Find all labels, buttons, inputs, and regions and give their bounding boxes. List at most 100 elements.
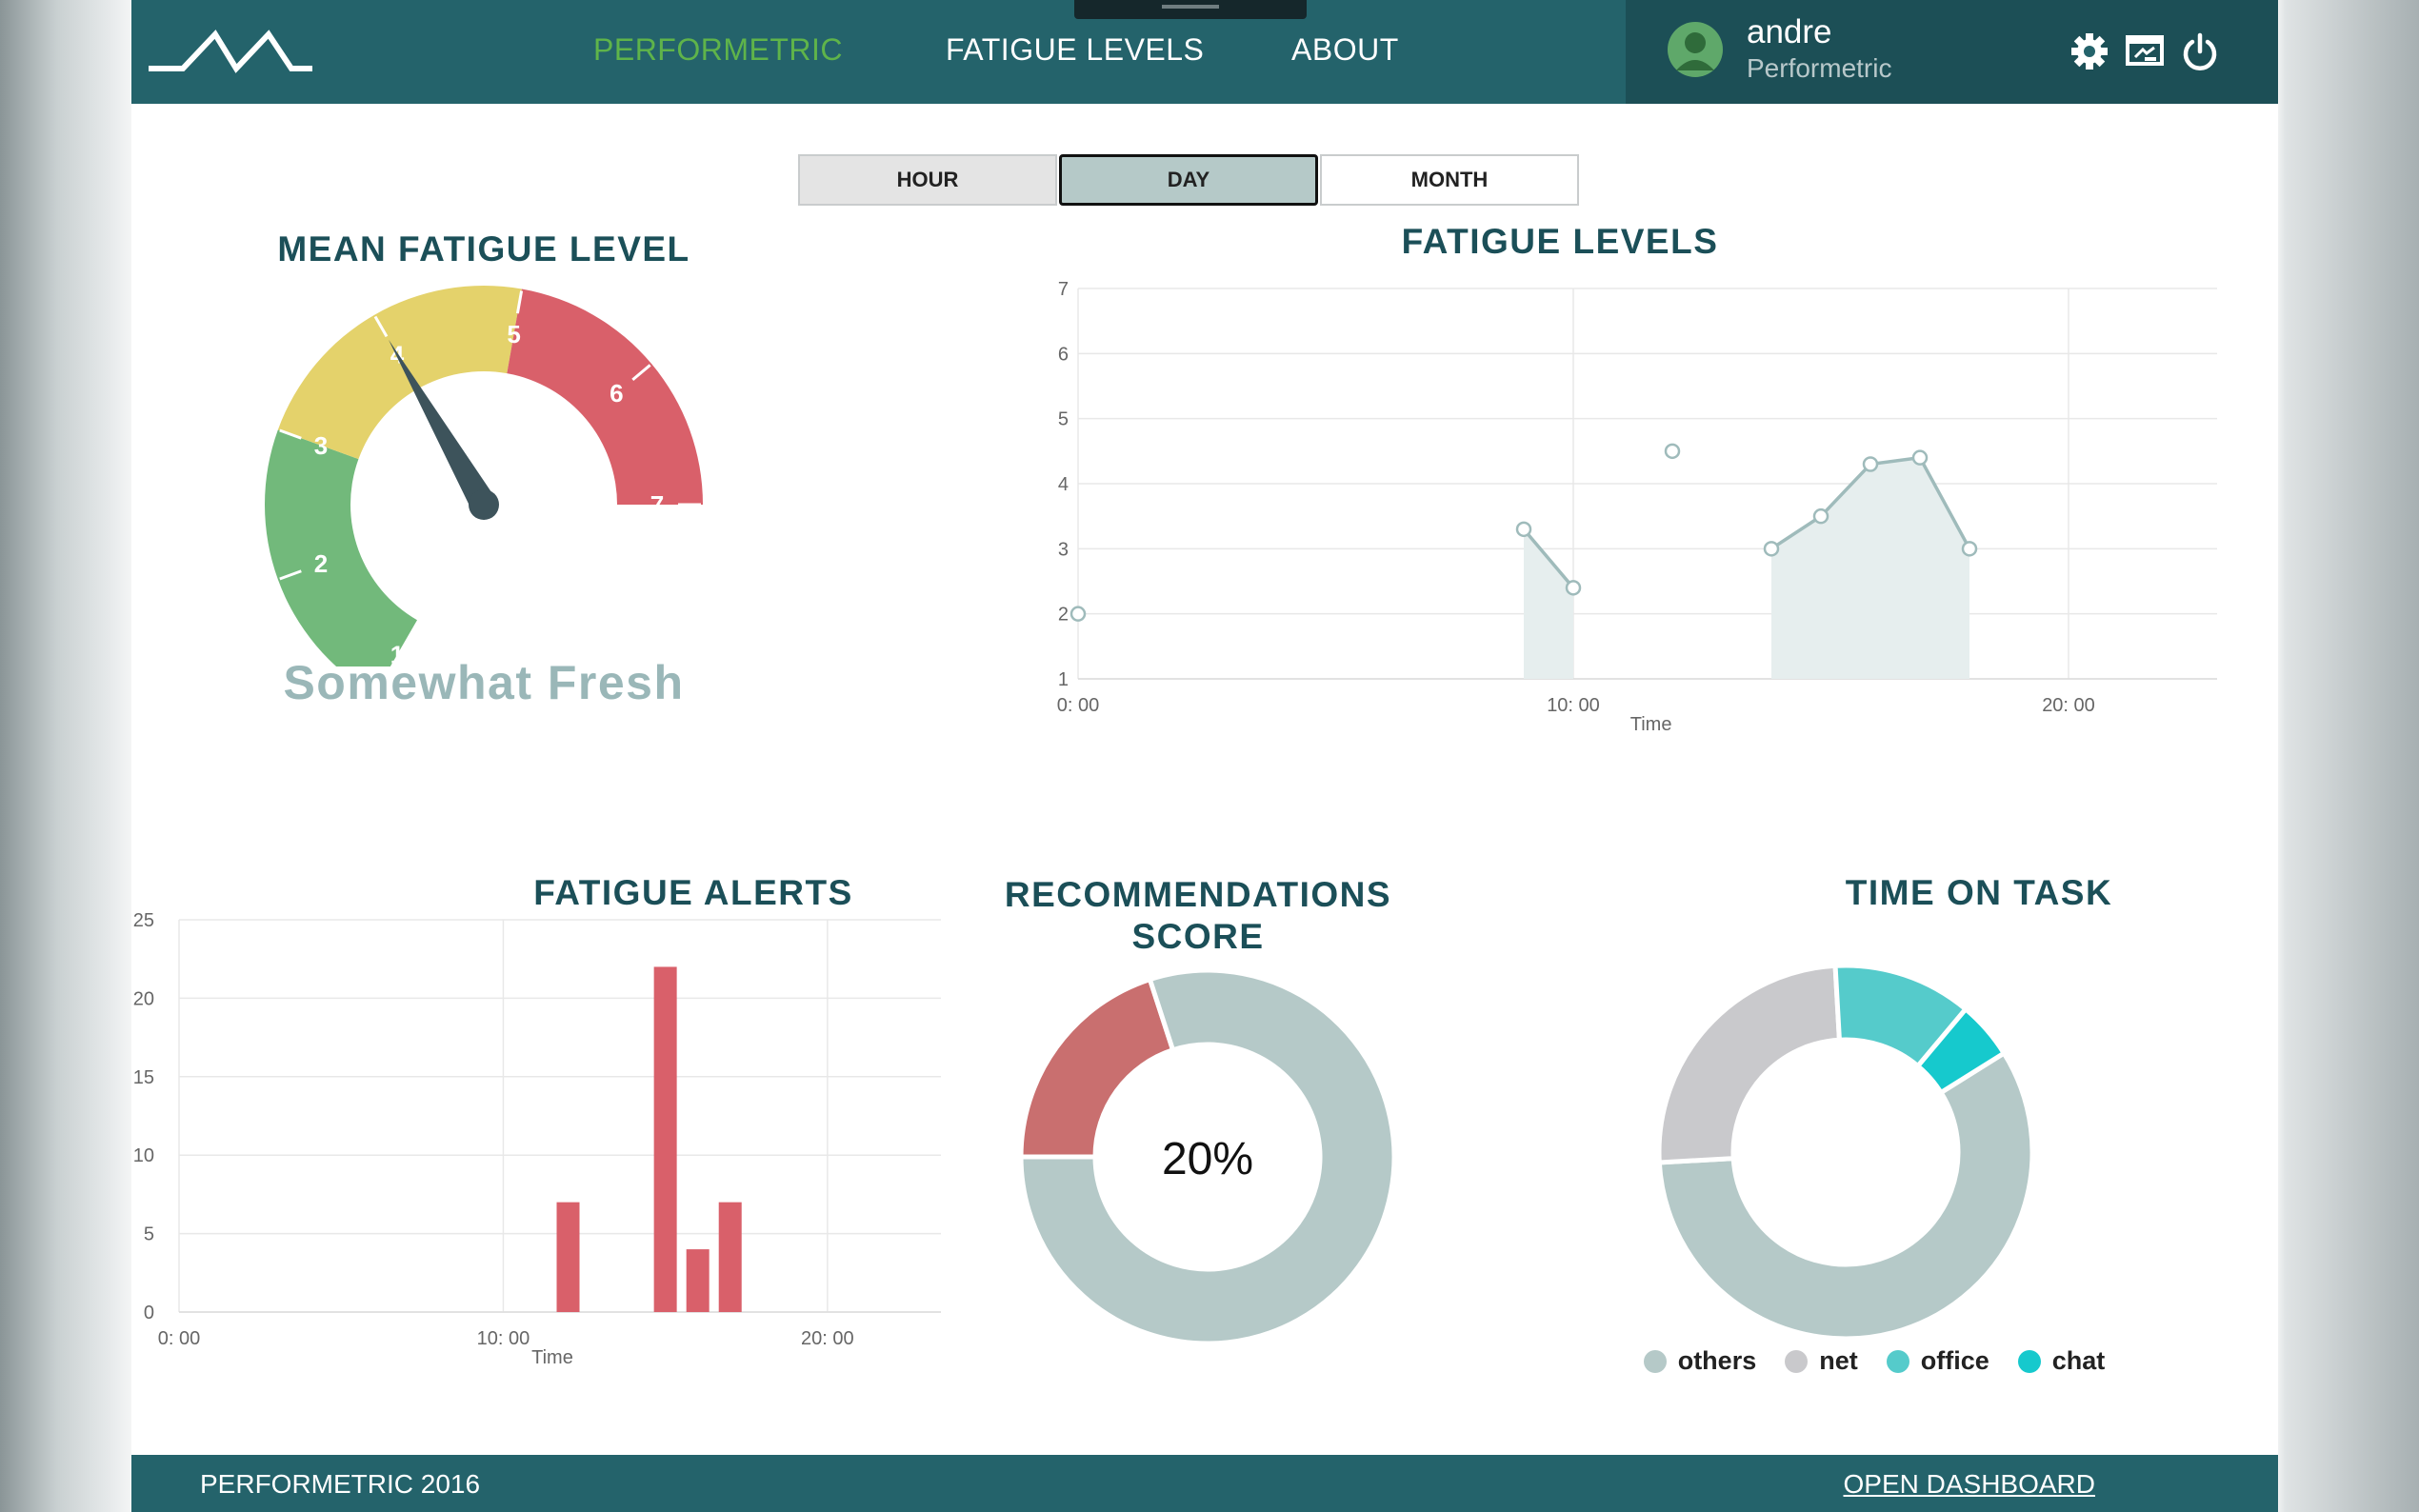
legend-label: chat xyxy=(2051,1346,2106,1375)
nav-about[interactable]: ABOUT xyxy=(1291,32,1399,67)
gauge-needle-hub xyxy=(469,489,499,520)
fatigue-levels-title: FATIGUE LEVELS xyxy=(1401,222,1719,261)
footer-copyright: PERFORMETRIC 2016 xyxy=(200,1469,481,1499)
user-avatar-icon[interactable] xyxy=(1667,21,1724,78)
data-point xyxy=(1812,507,1829,525)
screen-share-icon[interactable] xyxy=(2124,30,2166,72)
gauge-tick xyxy=(515,290,524,314)
time-on-task-slice-others xyxy=(1656,1049,2035,1342)
fatigue-alerts-title: FATIGUE ALERTS xyxy=(533,873,853,912)
gauge-tick-label: 3 xyxy=(314,431,328,460)
recommendations-score-value: 20% xyxy=(1162,1134,1253,1184)
top-nav-bar: PERFORMETRIC FATIGUE LEVELS ABOUT andre … xyxy=(131,0,2278,104)
y-tick-label: 4 xyxy=(1058,474,1069,495)
gauge-band-yellow xyxy=(277,286,522,460)
legend-item-others[interactable]: others xyxy=(1643,1346,1757,1376)
gauge-tick xyxy=(373,315,389,338)
recommendations-donut: 20% xyxy=(1018,967,1397,1346)
data-point xyxy=(1862,456,1879,472)
legend-swatch xyxy=(2017,1349,2041,1373)
x-tick-label: 0: 00 xyxy=(1057,695,1099,716)
gauge-band-green xyxy=(265,429,417,666)
legend-swatch xyxy=(1785,1349,1809,1373)
data-point xyxy=(1961,541,1978,557)
footer-bar: PERFORMETRIC 2016 OPEN DASHBOARD xyxy=(131,1455,2278,1512)
x-tick-label: 0: 00 xyxy=(158,1328,200,1349)
line-chart-grid xyxy=(1077,288,2217,680)
data-point xyxy=(1565,580,1582,596)
alert-bar xyxy=(556,1202,580,1312)
open-dashboard-link[interactable]: OPEN DASHBOARD xyxy=(1843,1469,2096,1499)
legend-swatch xyxy=(1886,1349,1909,1373)
y-tick-label: 3 xyxy=(1058,539,1069,560)
nav-fatigue-levels[interactable]: FATIGUE LEVELS xyxy=(946,32,1205,67)
y-tick-label: 1 xyxy=(1058,669,1069,690)
data-point xyxy=(1664,443,1681,460)
legend-item-office[interactable]: office xyxy=(1886,1346,1989,1376)
window-notch xyxy=(1074,0,1307,19)
recommendations-slice xyxy=(1018,967,1397,1346)
y-tick-label: 5 xyxy=(144,1224,154,1245)
y-tick-label: 5 xyxy=(1058,409,1069,430)
series-area xyxy=(1771,457,1969,679)
data-point xyxy=(1911,449,1929,466)
data-point xyxy=(1070,606,1087,622)
range-day-button[interactable]: DAY xyxy=(1059,154,1318,206)
legend-item-net[interactable]: net xyxy=(1785,1346,1858,1376)
time-on-task-donut xyxy=(1656,963,2035,1342)
y-tick-label: 10 xyxy=(133,1145,154,1166)
x-axis-label: Time xyxy=(1630,714,1672,735)
fatigue-alerts-chart: 0 5 10 15 20 25 0: 00 10: 00 20: 00 Time xyxy=(133,910,941,1368)
y-tick-label: 20 xyxy=(133,988,154,1009)
x-tick-label: 20: 00 xyxy=(801,1328,854,1349)
user-panel xyxy=(1626,0,2278,104)
time-on-task-slice-chat xyxy=(1914,1005,2008,1096)
gauge-tick-label: 1 xyxy=(390,641,404,666)
gauge-tick-label: 6 xyxy=(610,379,623,408)
gauge-needle xyxy=(389,339,496,511)
gauge-tick xyxy=(631,364,651,382)
recommendations-slice xyxy=(1018,976,1176,1160)
y-tick-label: 2 xyxy=(1058,605,1069,626)
user-name: andre xyxy=(1747,13,1832,50)
data-point xyxy=(1763,541,1780,557)
range-month-button[interactable]: MONTH xyxy=(1320,154,1579,206)
gear-icon[interactable] xyxy=(2069,30,2110,72)
series-line xyxy=(1522,527,1575,589)
fatigue-levels-chart: 1 2 3 4 5 6 7 0: 00 10: 00 20: 00 Time xyxy=(1057,279,2217,735)
time-on-task-slice-net xyxy=(1656,963,1843,1165)
mean-fatigue-title: MEAN FATIGUE LEVEL xyxy=(277,229,690,269)
gauge-band-red xyxy=(507,288,703,505)
y-tick-label: 7 xyxy=(1058,279,1069,300)
y-tick-label: 6 xyxy=(1058,344,1069,365)
time-on-task-title: TIME ON TASK xyxy=(1845,873,2113,912)
y-tick-label: 0 xyxy=(144,1303,154,1323)
time-on-task-legend: others net office chat xyxy=(1589,1346,2160,1376)
legend-label: others xyxy=(1677,1346,1757,1375)
series-area xyxy=(1524,528,1573,679)
y-tick-label: 25 xyxy=(133,910,154,931)
gauge-tick-label: 2 xyxy=(314,549,328,578)
x-tick-label: 10: 00 xyxy=(1547,695,1600,716)
legend-label: net xyxy=(1819,1346,1858,1375)
data-point xyxy=(1515,521,1532,538)
gauge-tick xyxy=(279,428,302,440)
alert-bar xyxy=(718,1202,742,1312)
x-axis-label: Time xyxy=(531,1347,573,1368)
power-icon[interactable] xyxy=(2179,30,2221,72)
legend-item-chat[interactable]: chat xyxy=(2017,1346,2106,1376)
gauge-tick-label: 5 xyxy=(507,320,520,348)
nav-performetric[interactable]: PERFORMETRIC xyxy=(593,32,843,67)
alert-bar xyxy=(653,966,677,1312)
gauge-tick-label: 7 xyxy=(650,490,664,519)
app-window: PERFORMETRIC FATIGUE LEVELS ABOUT andre … xyxy=(131,0,2278,1512)
legend-swatch xyxy=(1643,1349,1667,1373)
performetric-logo-icon[interactable] xyxy=(145,23,314,76)
gauge-tick xyxy=(279,569,302,581)
alert-bar xyxy=(686,1249,710,1312)
range-hour-button[interactable]: HOUR xyxy=(798,154,1057,206)
recommendations-title: RECOMMENDATIONS SCORE xyxy=(1004,875,1392,956)
gauge-status-text: Somewhat Fresh xyxy=(283,656,685,709)
x-tick-label: 10: 00 xyxy=(477,1328,530,1349)
